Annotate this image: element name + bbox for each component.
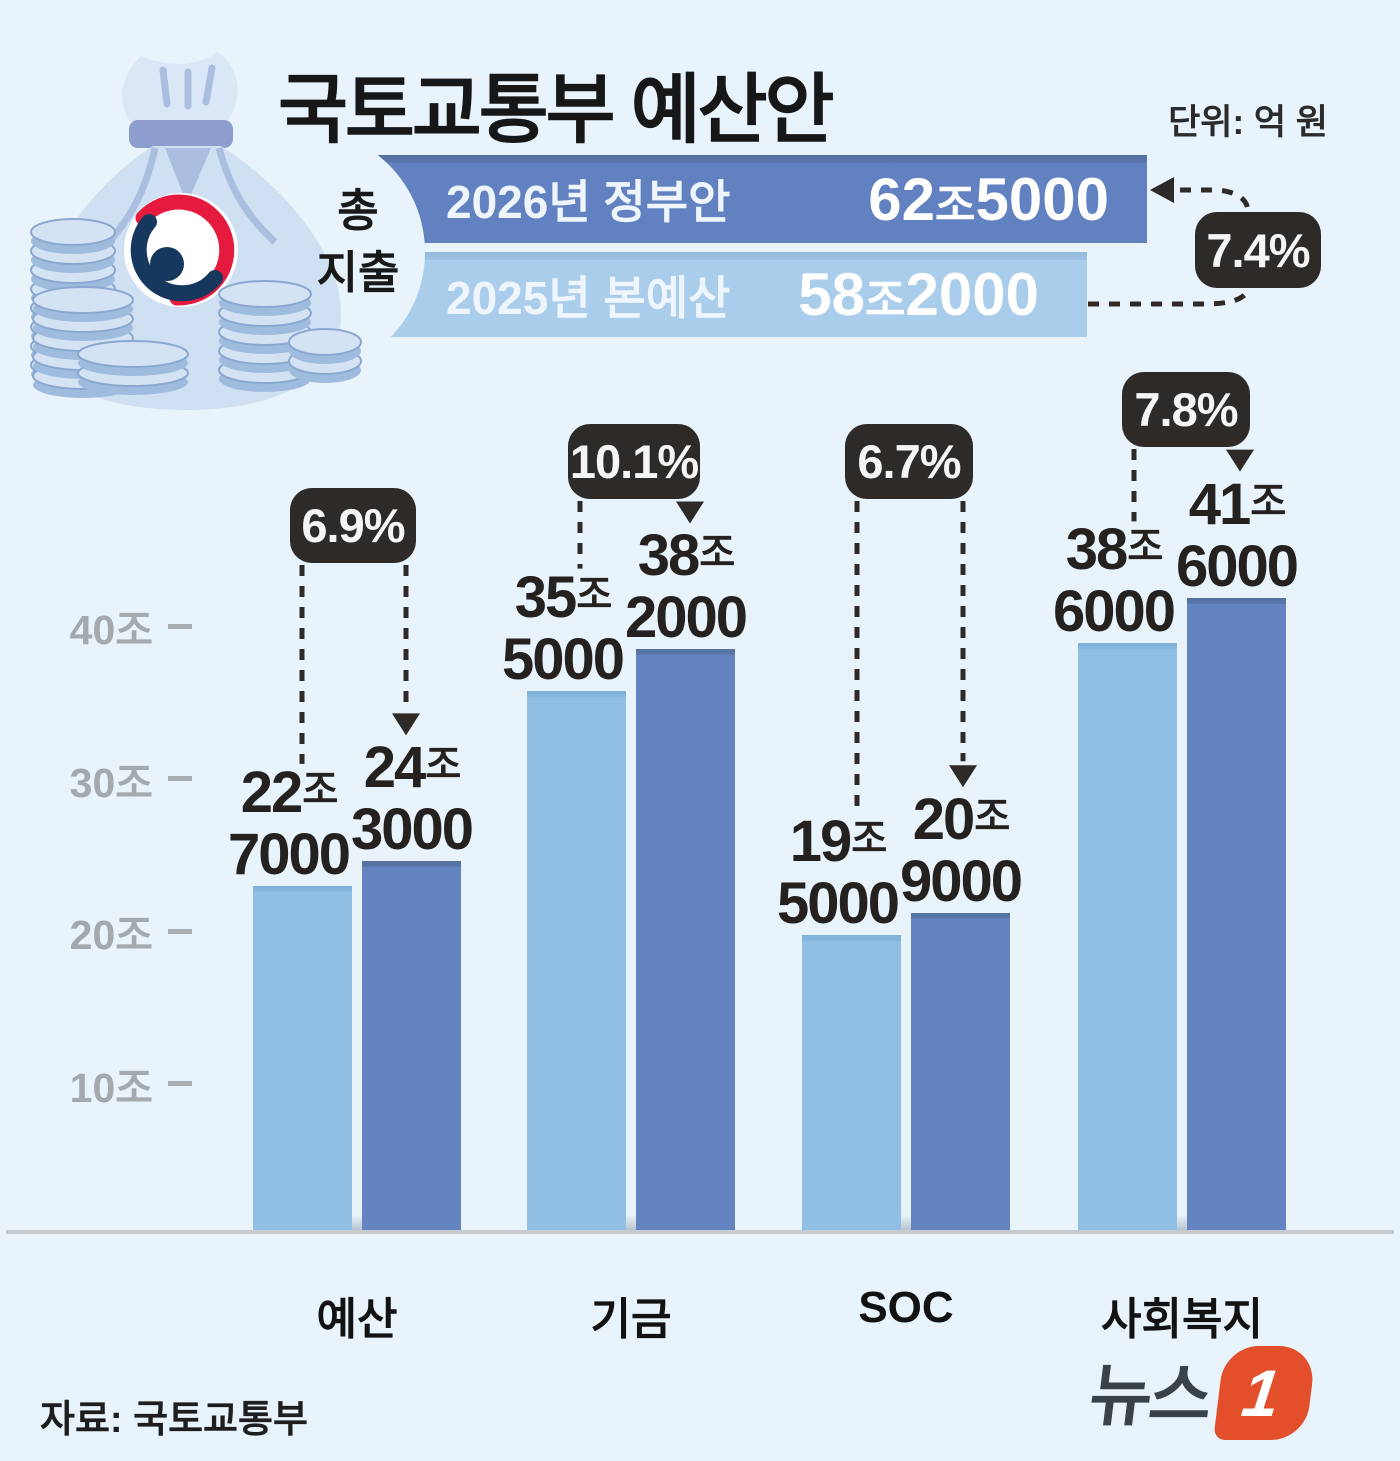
total-bar-2025-label: 2025년 본예산 bbox=[446, 271, 731, 324]
total-bar-2025-value: 58조2000 bbox=[798, 261, 1039, 328]
unit-label: 단위: 억 원 bbox=[1168, 103, 1328, 142]
value-label-2026-SOC: 20조 9000 bbox=[899, 787, 1023, 915]
y-axis-tick: 10조 bbox=[42, 1054, 192, 1114]
news1-logo: 뉴스 1 bbox=[1085, 1346, 1317, 1440]
dash-line-total-2026 bbox=[1180, 187, 1251, 211]
bar-2025-SOC bbox=[802, 934, 901, 1232]
bar-2026-SOC bbox=[911, 913, 1010, 1232]
change-badge-예산: 6.9% bbox=[290, 488, 416, 563]
bag-tie-band bbox=[129, 120, 233, 148]
arrow-down-icon-예산 bbox=[392, 713, 420, 736]
bag-knot bbox=[121, 52, 238, 122]
category-label-SOC: SOC bbox=[858, 1283, 954, 1332]
change-badge-기금: 10.1% bbox=[568, 424, 700, 499]
government-emblem-icon bbox=[124, 193, 238, 307]
news1-logo-text: 뉴스 bbox=[1085, 1358, 1214, 1434]
tick-mark bbox=[168, 1081, 192, 1086]
dash-line-total-2025 bbox=[1088, 288, 1251, 307]
value-label-2025-예산: 22조 7000 bbox=[227, 759, 351, 887]
bar-2026-예산 bbox=[362, 861, 461, 1232]
value-label-2026-사회복지: 41조 6000 bbox=[1175, 471, 1299, 599]
money-bag-icon bbox=[30, 52, 362, 410]
tick-mark bbox=[168, 776, 192, 781]
arrow-left-icon-total bbox=[1150, 177, 1174, 203]
bar-2025-예산 bbox=[253, 885, 352, 1232]
chart-baseline bbox=[6, 1230, 1394, 1234]
y-axis-tick: 20조 bbox=[42, 901, 192, 961]
total-expenditure-label: 총 지출 bbox=[316, 185, 400, 298]
tick-mark bbox=[168, 623, 192, 629]
total-bar-2026-value: 62조5000 bbox=[868, 165, 1109, 233]
total-bar-2026-label: 2026년 정부안 bbox=[446, 176, 731, 228]
change-badge-SOC: 6.7% bbox=[845, 424, 973, 499]
bar-2025-사회복지 bbox=[1078, 643, 1177, 1232]
bar-2026-기금 bbox=[636, 649, 735, 1232]
value-label-2025-사회복지: 38조 6000 bbox=[1052, 517, 1176, 645]
total-change-badge: 7.4% bbox=[1195, 212, 1321, 288]
value-label-2025-SOC: 19조 5000 bbox=[776, 808, 900, 936]
tick-mark bbox=[168, 928, 192, 934]
category-label-예산: 예산 bbox=[316, 1295, 398, 1344]
category-label-사회복지: 사회복지 bbox=[1101, 1295, 1263, 1344]
value-label-2026-예산: 24조 3000 bbox=[350, 735, 474, 863]
y-axis-tick: 30조 bbox=[42, 749, 192, 809]
total-bar-2026: 2026년 정부안 62조5000 bbox=[356, 155, 1147, 243]
source-note: 자료: 국토교통부 bbox=[40, 1399, 308, 1441]
page-title: 국토교통부 예산안 bbox=[278, 68, 834, 153]
total-bar-2025: 2025년 본예산 58조2000 bbox=[356, 252, 1087, 337]
arrow-down-icon-SOC bbox=[949, 765, 977, 788]
coin-stacks-icon bbox=[30, 218, 362, 398]
news1-logo-tile: 1 bbox=[1213, 1346, 1317, 1440]
bar-2026-사회복지 bbox=[1187, 597, 1286, 1232]
bar-2025-기금 bbox=[527, 690, 626, 1232]
change-badge-사회복지: 7.8% bbox=[1122, 372, 1250, 447]
arrow-down-icon-기금 bbox=[676, 501, 704, 524]
arrow-down-icon-사회복지 bbox=[1226, 449, 1254, 472]
value-label-2025-기금: 35조 5000 bbox=[501, 564, 625, 692]
y-axis-tick: 40조 bbox=[42, 596, 192, 656]
value-label-2026-기금: 38조 2000 bbox=[624, 523, 748, 651]
category-label-기금: 기금 bbox=[590, 1295, 672, 1344]
